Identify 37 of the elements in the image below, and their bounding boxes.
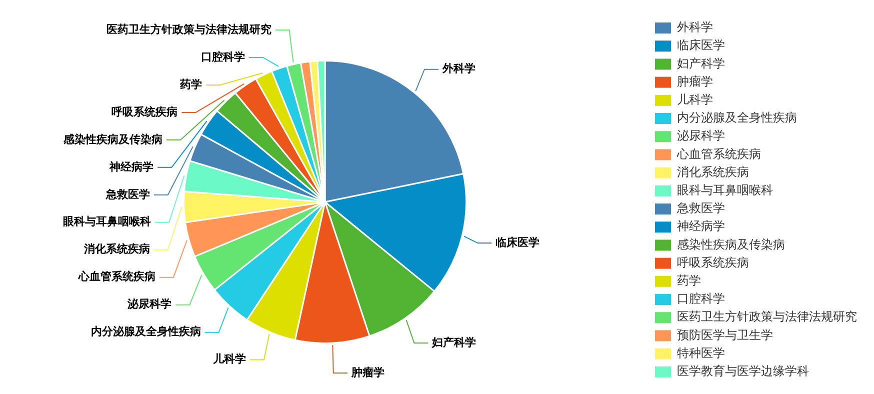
slice-label: 儿科学 [212, 352, 246, 366]
slice-label: 外科学 [441, 62, 476, 76]
legend-label: 医学教育与医学边缘学科 [677, 364, 809, 378]
legend-label: 急救医学 [676, 201, 725, 216]
slice-label: 感染性疾病及传染病 [62, 132, 163, 146]
slice-label: 泌尿科学 [126, 298, 172, 311]
legend-label: 妇产科学 [677, 56, 725, 70]
legend-label: 预防医学与卫生学 [677, 328, 773, 342]
legend-label: 外科学 [677, 20, 713, 34]
legend-label: 儿科学 [677, 92, 713, 107]
slice-label: 呼吸系统疾病 [112, 105, 178, 118]
legend-label: 内分泌腺及全身性疾病 [677, 110, 797, 125]
legend-label: 神经病学 [677, 219, 725, 234]
slice-label: 消化系统疾病 [82, 242, 150, 256]
legend-label: 泌尿科学 [677, 128, 725, 143]
legend-label: 心血管系统疾病 [676, 146, 761, 161]
slice-label: 心血管系统疾病 [77, 270, 156, 284]
slice-label: 急救医学 [104, 188, 150, 201]
legend-label: 临床医学 [677, 38, 725, 52]
legend-label: 消化系统疾病 [677, 164, 749, 179]
legend-label: 特种医学 [677, 346, 725, 360]
legend-label: 呼吸系统疾病 [677, 255, 749, 270]
legend-label: 药学 [677, 274, 701, 288]
legend-label: 口腔科学 [677, 292, 725, 306]
slice-label: 口腔科学 [201, 50, 246, 64]
legend-label: 感染性疾病及传染病 [677, 237, 785, 252]
slice-label: 妇产科学 [431, 336, 476, 349]
slice-label: 神经病学 [108, 160, 154, 174]
legend-label: 眼科与耳鼻咽喉科 [677, 183, 773, 198]
slice-label: 药学 [178, 78, 202, 91]
slice-label: 肿瘤学 [350, 366, 384, 379]
slice-label: 内分泌腺及全身性疾病 [90, 325, 201, 338]
slice-label: 医药卫生方针政策与法律法规研究 [106, 22, 272, 36]
slice-label: 眼科与耳鼻咽喉科 [63, 215, 152, 228]
legend-label: 医药卫生方针政策与法律法规研究 [677, 310, 857, 324]
slice-label: 临床医学 [496, 236, 540, 249]
legend-label: 肿瘤学 [677, 74, 713, 88]
